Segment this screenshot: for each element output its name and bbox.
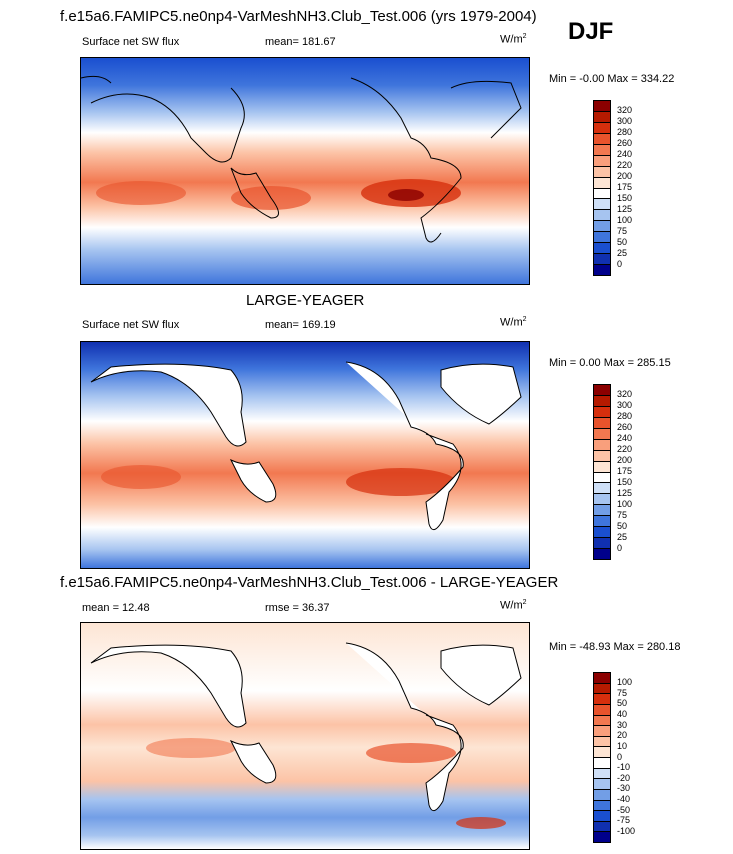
panel3-colorbar-tick-label: 30: [617, 719, 628, 730]
panel3-colorbar-tick-label: 100: [617, 677, 633, 688]
panel1-colorbar-tick-label: 320: [617, 105, 633, 116]
panel3-colorbar-tick-label: 50: [617, 698, 628, 709]
panel1-colorbar-tick-label: 100: [617, 214, 633, 225]
panel1-colorbar-tick-label: 25: [617, 247, 628, 258]
panel2-map-svg: [81, 342, 529, 568]
panel1-mean-label: mean= 181.67: [265, 36, 336, 48]
panel3-colorbar-tick-label: 40: [617, 709, 628, 719]
panel1-colorbar-tick-label: 200: [617, 171, 633, 182]
panel2-colorbar-tick-label: 260: [617, 422, 633, 433]
panel3-colorbar: 100 75 50 40 30 20 10 0 -10 -20 -30 -40 -50 -75 -100: [593, 672, 653, 843]
panel2-colorbar-tick-label: 100: [617, 498, 633, 509]
panel1-colorbar-tick-label: 75: [617, 225, 628, 236]
panel3-map: [80, 622, 530, 850]
panel1-colorbar-tick-label: 300: [617, 116, 633, 127]
panel2-mean-label: mean= 169.19: [265, 319, 336, 331]
panel1-colorbar-tick-label: 280: [617, 127, 633, 138]
panel3-rmse-label: rmse = 36.37: [265, 602, 330, 614]
panel1-colorbar-tick-label: 125: [617, 203, 633, 214]
panel2-colorbar-tick-label: 300: [617, 400, 633, 411]
panel3-colorbar-tick-label: 20: [617, 730, 628, 741]
panel2-colorbar-tick-label: 320: [617, 389, 633, 400]
panel3-colorbar-tick-label: -75: [617, 815, 631, 826]
panel2-colorbar-tick-label: 0: [617, 542, 623, 553]
panel3-colorbar-tick-label: -40: [617, 794, 631, 804]
panel2-unit-label: W/m2: [500, 316, 527, 329]
panel3-title: f.e15a6.FAMIPC5.ne0np4-VarMeshNH3.Club_T…: [60, 574, 559, 591]
panel3-mean-label: mean = 12.48: [82, 602, 150, 614]
panel2-land: [90, 361, 522, 531]
panel3-colorbar-tick-label: -50: [617, 804, 631, 815]
panel2-colorbar: 320 300 280 260 240 220 200 175 150 125 100 75 50 25 0: [593, 384, 653, 560]
panel2-variable-label: Surface net SW flux: [82, 319, 180, 331]
panel1-colorbar-tick-label: 240: [617, 149, 633, 160]
panel1-colorbar-segment: [593, 264, 611, 276]
panel1-colorbar-tick-label: 150: [617, 192, 633, 203]
panel3-colorbar-tick-label: -20: [617, 772, 631, 783]
panel2-colorbar-tick-label: 220: [617, 444, 633, 455]
panel1-colorbar-tick-label: 0: [617, 258, 623, 269]
panel3-colorbar-tick-label: 75: [617, 687, 628, 698]
panel1-colorbar-tick-label: 220: [617, 160, 633, 171]
panel2-colorbar-tick-label: 240: [617, 433, 633, 444]
panel2-colorbar-tick-label: 280: [617, 411, 633, 422]
panel2-colorbar-tick-label: 150: [617, 476, 633, 487]
panel3-unit-label: W/m2: [500, 599, 527, 612]
panel1-field: [81, 58, 529, 284]
panel2-map: [80, 341, 530, 569]
panel3-colorbar-tick-label: -10: [617, 762, 631, 773]
panel2-title: LARGE-YEAGER: [246, 292, 365, 309]
panel2-colorbar-tick-label: 175: [617, 466, 633, 476]
panel1-colorbar-tick-label: 50: [617, 236, 628, 247]
panel1-colorbar: 320 300 280 260 240 220 200 175 150 125 100 75 50 25 0: [593, 100, 653, 276]
panel2-colorbar-segment: [593, 548, 611, 560]
panel3-colorbar-tick-label: 0: [617, 751, 623, 762]
panel3-land: [90, 642, 522, 812]
season-label: DJF: [568, 18, 614, 45]
panel3-colorbar-tick-label: -30: [617, 783, 631, 794]
panel2-colorbar-tick-label: 75: [617, 509, 628, 520]
panel3-colorbar-tick-label: 10: [617, 740, 628, 751]
panel1-map-svg: [81, 58, 529, 284]
panel1-colorbar-tick-label: 175: [617, 182, 633, 192]
panel1-coastlines: [81, 75, 522, 243]
panel2-colorbar-tick-label: 125: [617, 487, 633, 498]
panel2-minmax: Min = 0.00 Max = 285.15: [549, 357, 671, 369]
panel3-minmax: Min = -48.93 Max = 280.18: [549, 641, 681, 653]
panel1-variable-label: Surface net SW flux: [82, 36, 180, 48]
main-title: f.e15a6.FAMIPC5.ne0np4-VarMeshNH3.Club_T…: [60, 8, 537, 25]
panel1-map: [80, 57, 530, 285]
panel2-colorbar-tick-label: 50: [617, 520, 628, 531]
panel2-colorbar-tick-label: 25: [617, 531, 628, 542]
panel1-minmax: Min = -0.00 Max = 334.22: [549, 73, 675, 85]
panel1-colorbar-tick-label: 260: [617, 138, 633, 149]
panel2-colorbar-tick-label: 200: [617, 455, 633, 466]
panel3-colorbar-tick-label: -100: [617, 825, 636, 836]
panel3-colorbar-segment: [593, 831, 611, 843]
panel1-unit-label: W/m2: [500, 33, 527, 46]
panel3-map-svg: [81, 623, 529, 849]
